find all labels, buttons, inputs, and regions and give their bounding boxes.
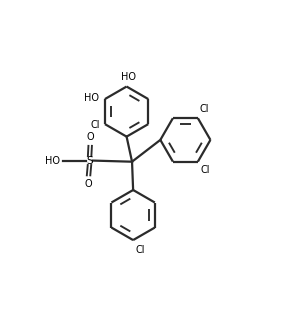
Text: Cl: Cl: [135, 245, 145, 255]
Text: HO: HO: [121, 72, 136, 82]
Text: Cl: Cl: [200, 165, 210, 175]
Text: O: O: [85, 179, 92, 189]
Text: HO: HO: [45, 156, 60, 166]
Text: Cl: Cl: [90, 120, 100, 130]
Text: O: O: [87, 132, 94, 142]
Text: S: S: [86, 156, 93, 166]
Text: HO: HO: [85, 93, 99, 103]
Text: Cl: Cl: [199, 104, 209, 114]
